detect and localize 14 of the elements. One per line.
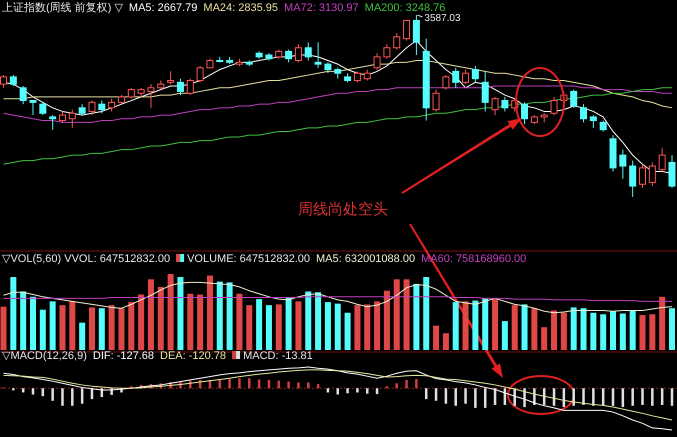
annotation: 3587.03: [424, 13, 461, 24]
text: 周线尚处空头: [298, 201, 388, 218]
legend-label: MACD: -13.81: [243, 350, 313, 362]
series-label: MA5: 632001088.00: [316, 253, 416, 265]
series-label: DEA: -120.78: [160, 350, 226, 362]
text: MA24: 2835.95: [203, 2, 278, 14]
text: DIF: -127.68: [92, 350, 154, 362]
text: MA5: 2667.79: [128, 2, 198, 14]
chart-title: ▽VOL(5,60) VVOL: 647512832.00: [2, 253, 170, 265]
text: MA200: 3248.76: [364, 2, 446, 14]
chart-title: ▽MACD(12,26,9): [2, 350, 87, 362]
text: MA72: 3130.97: [284, 2, 359, 14]
chart-title: 上证指数(周线 前复权) ▽: [2, 1, 124, 14]
legend-label: VOLUME: 647512832.00: [187, 253, 310, 265]
